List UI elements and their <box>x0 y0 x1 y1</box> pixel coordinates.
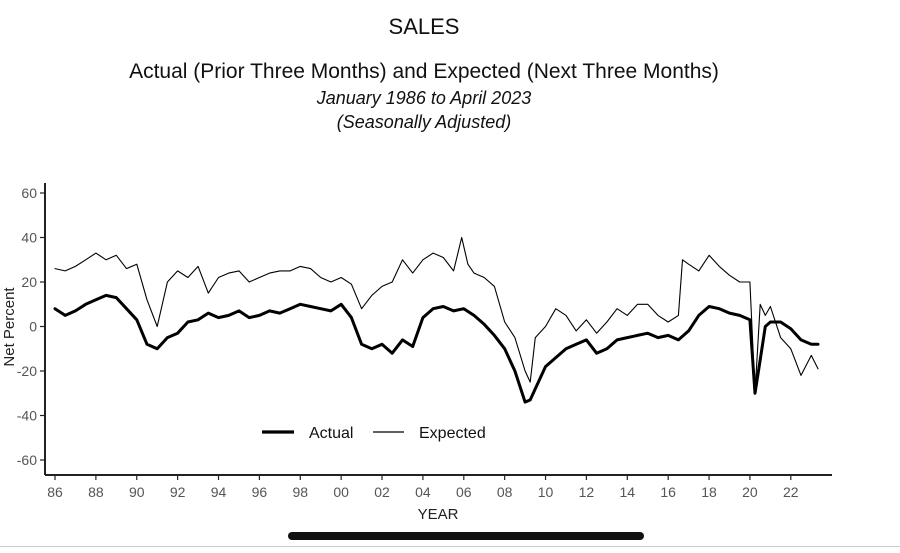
x-tick-label: 04 <box>415 484 431 500</box>
chart-axes: -60 -40 -20 0 20 40 60 86 88 90 92 94 96 98 00 02 04 06 08… <box>17 183 832 500</box>
bottom-divider <box>0 546 900 547</box>
series-line-expected <box>54 236 819 394</box>
x-tick-label: 94 <box>211 484 227 500</box>
x-tick-label: 12 <box>579 484 595 500</box>
series-line-actual <box>53 293 820 404</box>
x-tick-label: 22 <box>783 484 799 500</box>
x-tick-label: 00 <box>333 484 349 500</box>
y-tick-label: 40 <box>21 230 37 246</box>
x-tick-label: 90 <box>129 484 145 500</box>
x-tick-label: 96 <box>252 484 268 500</box>
x-tick-label: 92 <box>170 484 186 500</box>
chart-legend: Actual Expected <box>262 425 486 442</box>
y-tick-label: -40 <box>17 408 37 424</box>
chart-subtitle: Actual (Prior Three Months) and Expected… <box>129 60 719 83</box>
y-tick-label: 60 <box>21 185 37 201</box>
y-tick-label: 20 <box>21 274 37 290</box>
x-tick-label: 88 <box>88 484 104 500</box>
x-tick-label: 08 <box>497 484 513 500</box>
home-indicator-bar <box>288 532 644 540</box>
legend-label-actual: Actual <box>309 425 353 442</box>
x-tick-label: 18 <box>701 484 717 500</box>
chart-series <box>53 236 820 404</box>
legend-label-expected: Expected <box>419 425 486 442</box>
y-tick-label: 0 <box>29 319 37 335</box>
x-tick-label: 98 <box>292 484 308 500</box>
chart-period: January 1986 to April 2023 <box>316 88 532 108</box>
y-tick-label: -20 <box>17 363 37 379</box>
chart-note: (Seasonally Adjusted) <box>336 112 512 132</box>
x-tick-label: 06 <box>456 484 472 500</box>
y-tick-label: -60 <box>17 452 37 468</box>
x-tick-label: 14 <box>620 484 636 500</box>
x-tick-label: 86 <box>47 484 63 500</box>
x-tick-label: 16 <box>660 484 676 500</box>
x-tick-label: 02 <box>374 484 390 500</box>
x-axis-label: YEAR <box>418 506 459 523</box>
x-tick-label: 20 <box>742 484 758 500</box>
y-axis-label: Net Percent <box>1 287 18 367</box>
chart-title: SALES <box>388 14 460 39</box>
x-tick-label: 10 <box>538 484 554 500</box>
